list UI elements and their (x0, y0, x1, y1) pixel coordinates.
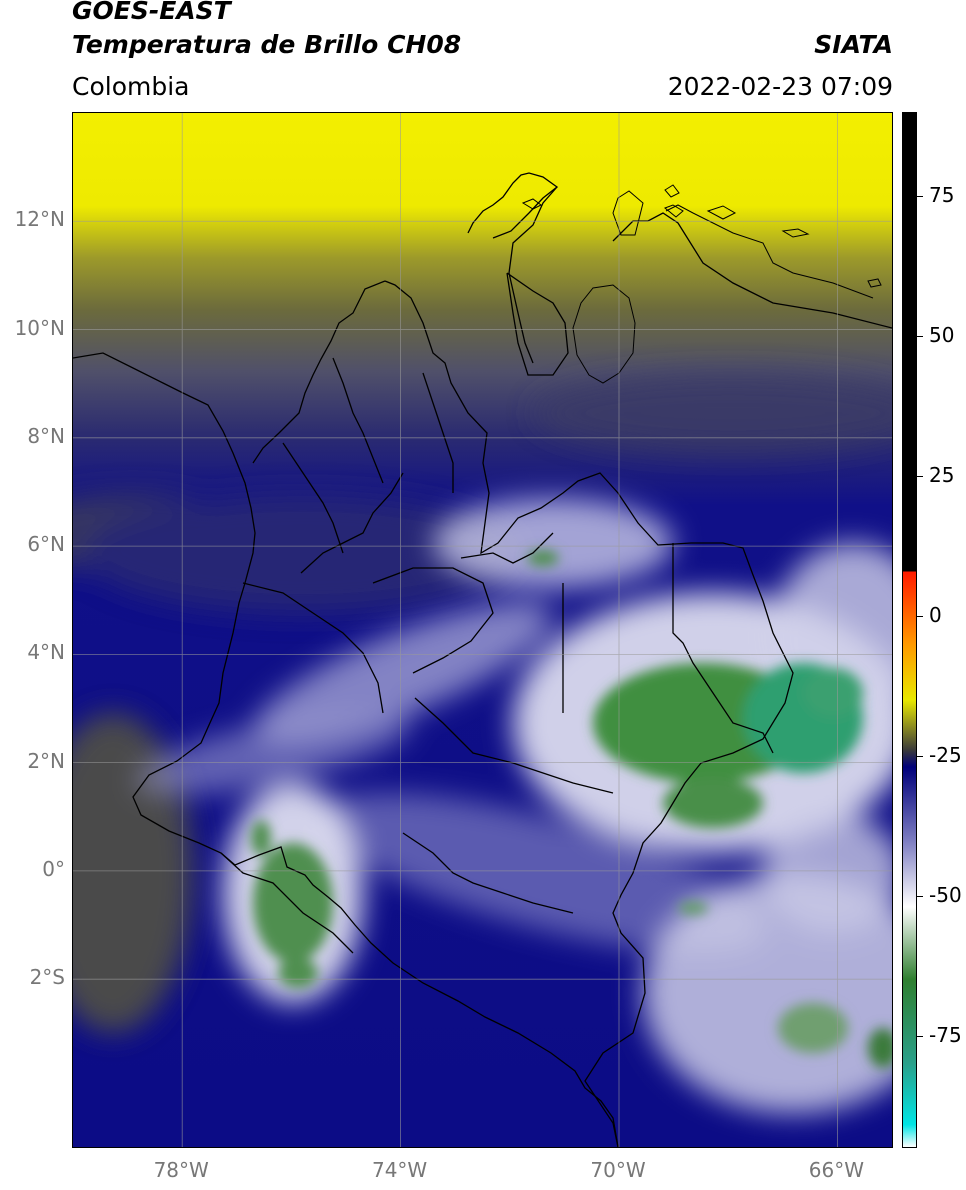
colorbar-tick-mark (917, 896, 923, 897)
colorbar-tick-label: -50 (929, 883, 962, 907)
colorbar-tick-label: 75 (929, 183, 955, 207)
colorbar-tick-label: 0 (929, 603, 942, 627)
colorbar-tick-label: 25 (929, 463, 955, 487)
datetime-label: 2022-02-23 07:09 (667, 72, 893, 101)
cold-cloud-tops (251, 550, 892, 1068)
lat-tick-label: 0° (42, 856, 65, 881)
title-line2: Temperatura de Brillo CH08 (72, 30, 462, 59)
lat-tick-label: 12°N (14, 207, 65, 232)
lat-tick-label: 6°N (27, 532, 65, 557)
colorbar-tick-mark (917, 756, 923, 757)
colorbar-tick-mark (917, 616, 923, 617)
lat-tick-label: 2°S (29, 965, 65, 990)
colorbar-tick-label: -75 (929, 1023, 962, 1047)
graticule (73, 113, 892, 1147)
lon-tick-label: 78°W (153, 1158, 209, 1182)
colorbar-tick-mark (917, 476, 923, 477)
lon-tick-label: 66°W (808, 1158, 864, 1182)
organization-label: SIATA (814, 30, 893, 59)
lat-tick-label: 8°N (27, 423, 65, 448)
colorbar-tick-label: -25 (929, 743, 962, 767)
region-label: Colombia (72, 72, 190, 101)
map-panel[interactable] (72, 112, 893, 1148)
colorbar-tick-mark (917, 336, 923, 337)
colorbar-tick-mark (917, 196, 923, 197)
colorbar-tick-mark (917, 1036, 923, 1037)
cloud-bands (135, 498, 892, 1113)
colorbar (902, 112, 917, 1148)
lat-tick-label: 2°N (27, 748, 65, 773)
mid-level-moisture (73, 373, 892, 1033)
country-borders (73, 172, 892, 1147)
lat-tick-label: 10°N (14, 315, 65, 340)
caribbean-islands (521, 184, 882, 384)
brightness-temperature-map (73, 113, 892, 1147)
colorbar-tick-label: 50 (929, 323, 955, 347)
title-line1: GOES-EAST (72, 0, 231, 25)
lon-tick-label: 70°W (590, 1158, 646, 1182)
lat-tick-label: 4°N (27, 640, 65, 665)
lon-tick-label: 74°W (371, 1158, 428, 1182)
